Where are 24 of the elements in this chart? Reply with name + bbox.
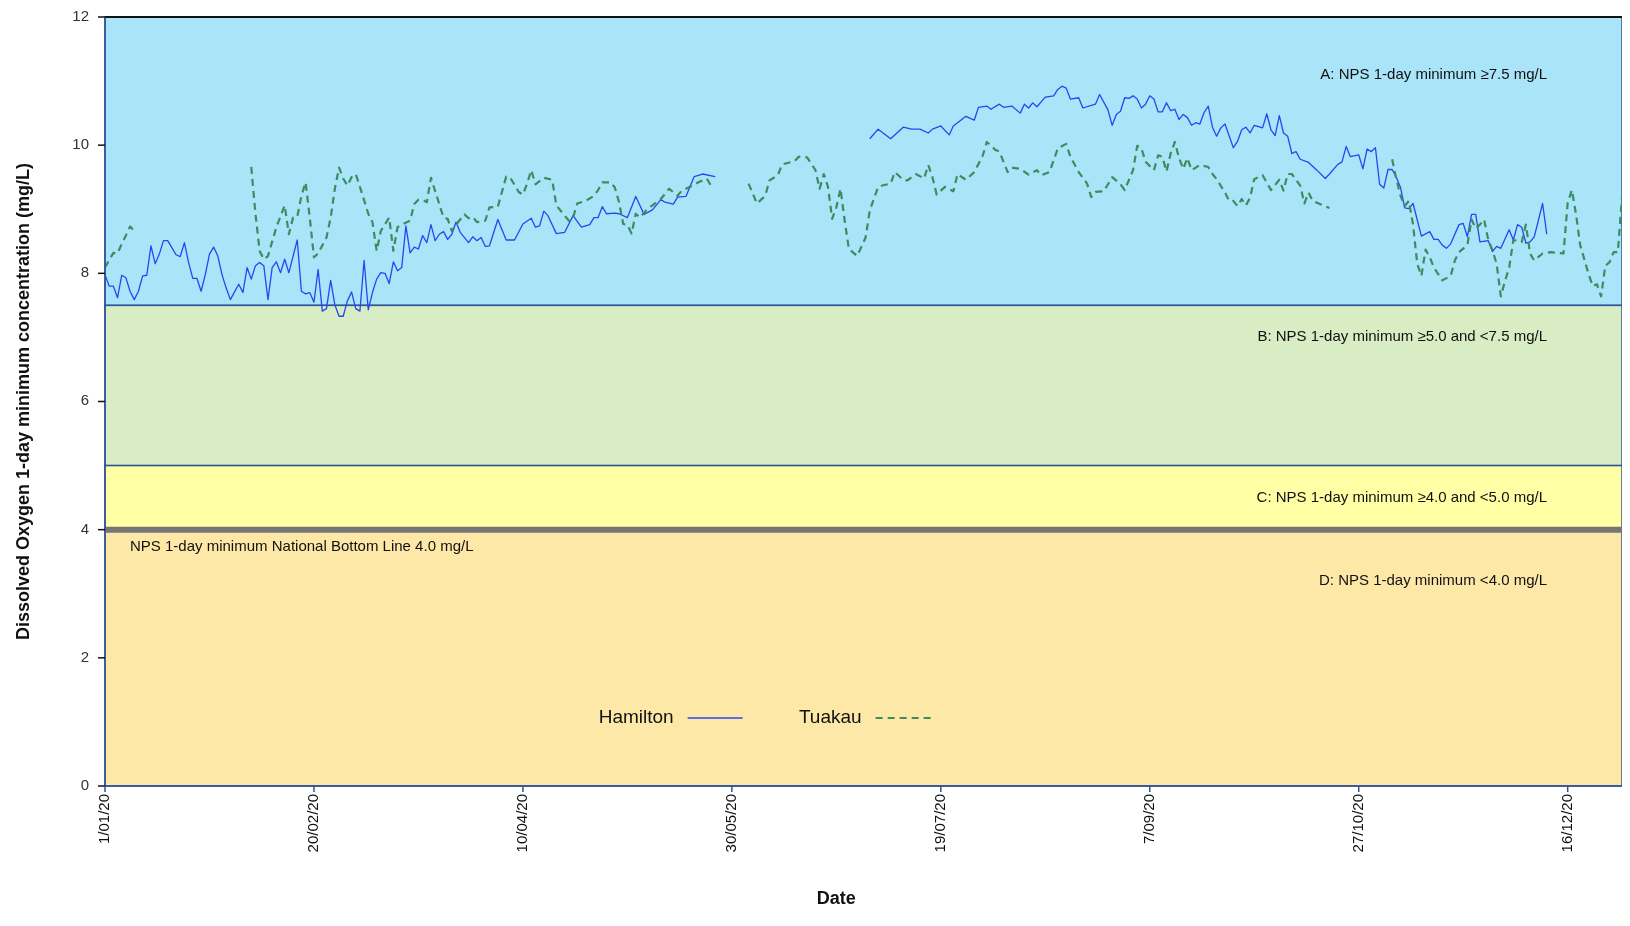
y-tick-label: 8 xyxy=(80,263,89,281)
band-label: B: NPS 1-day minimum ≥5.0 and <7.5 mg/L xyxy=(1257,327,1547,345)
band-label: D: NPS 1-day minimum <4.0 mg/L xyxy=(1319,570,1547,588)
x-tick-label: 7/09/20 xyxy=(1139,794,1157,845)
x-tick-label: 1/01/20 xyxy=(94,794,112,845)
y-axis-title: Dissolved Oxygen 1-day minimum concentration (mg/L) xyxy=(12,162,33,641)
y-tick-label: 6 xyxy=(80,391,89,409)
x-axis-title: Date xyxy=(816,888,856,908)
y-tick-label: 10 xyxy=(72,135,89,153)
band-label: A: NPS 1-day minimum ≥7.5 mg/L xyxy=(1320,64,1547,82)
x-tick-label: 27/10/20 xyxy=(1348,794,1366,853)
legend-label: Hamilton xyxy=(598,706,674,728)
y-tick-label: 4 xyxy=(80,519,89,537)
legend-label: Tuakau xyxy=(798,706,862,728)
x-tick-label: 10/04/20 xyxy=(512,794,530,853)
y-tick-label: 12 xyxy=(72,6,89,24)
y-tick-label: 2 xyxy=(80,647,89,665)
x-tick-label: 20/02/20 xyxy=(303,794,321,853)
x-tick-label: 16/12/20 xyxy=(1557,794,1575,853)
x-tick-label: 19/07/20 xyxy=(930,794,948,853)
x-tick-label: 30/05/20 xyxy=(721,794,739,853)
ref-line-label: NPS 1-day minimum National Bottom Line 4.0 mg/L xyxy=(130,536,474,554)
band-label: C: NPS 1-day minimum ≥4.0 and <5.0 mg/L xyxy=(1256,487,1547,505)
y-tick-label: 0 xyxy=(80,775,89,793)
